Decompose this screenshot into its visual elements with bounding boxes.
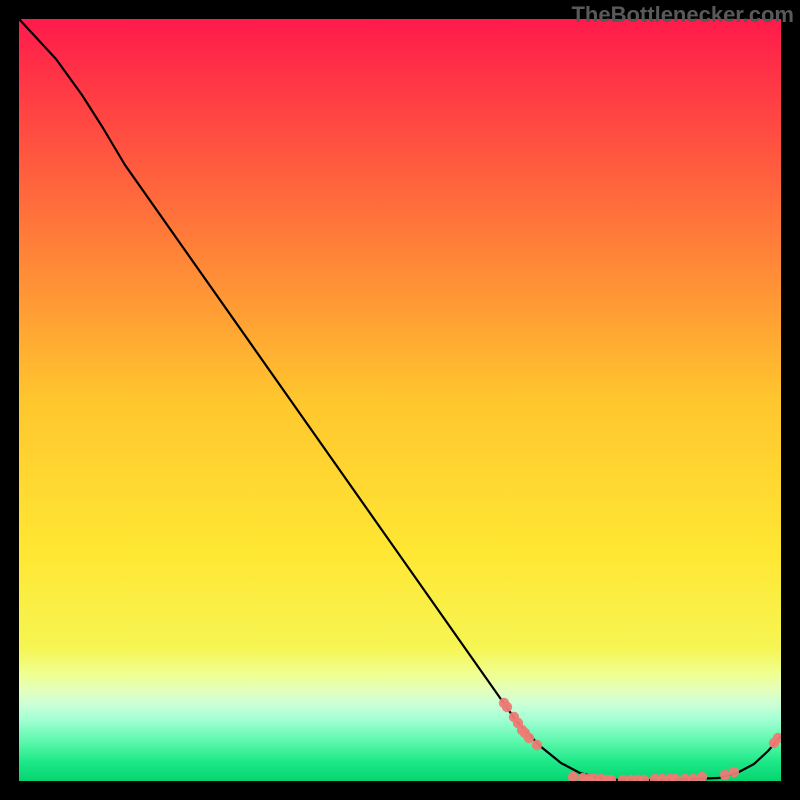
- data-point: [524, 733, 534, 743]
- data-point: [532, 740, 542, 750]
- data-point: [502, 702, 512, 712]
- chart-svg: [19, 19, 781, 781]
- watermark-text: TheBottlenecker.com: [571, 2, 794, 28]
- data-point: [729, 767, 739, 777]
- gradient-background: [19, 19, 781, 781]
- data-point: [720, 770, 730, 780]
- plot-area: [19, 19, 781, 781]
- chart-frame: TheBottlenecker.com: [0, 0, 800, 800]
